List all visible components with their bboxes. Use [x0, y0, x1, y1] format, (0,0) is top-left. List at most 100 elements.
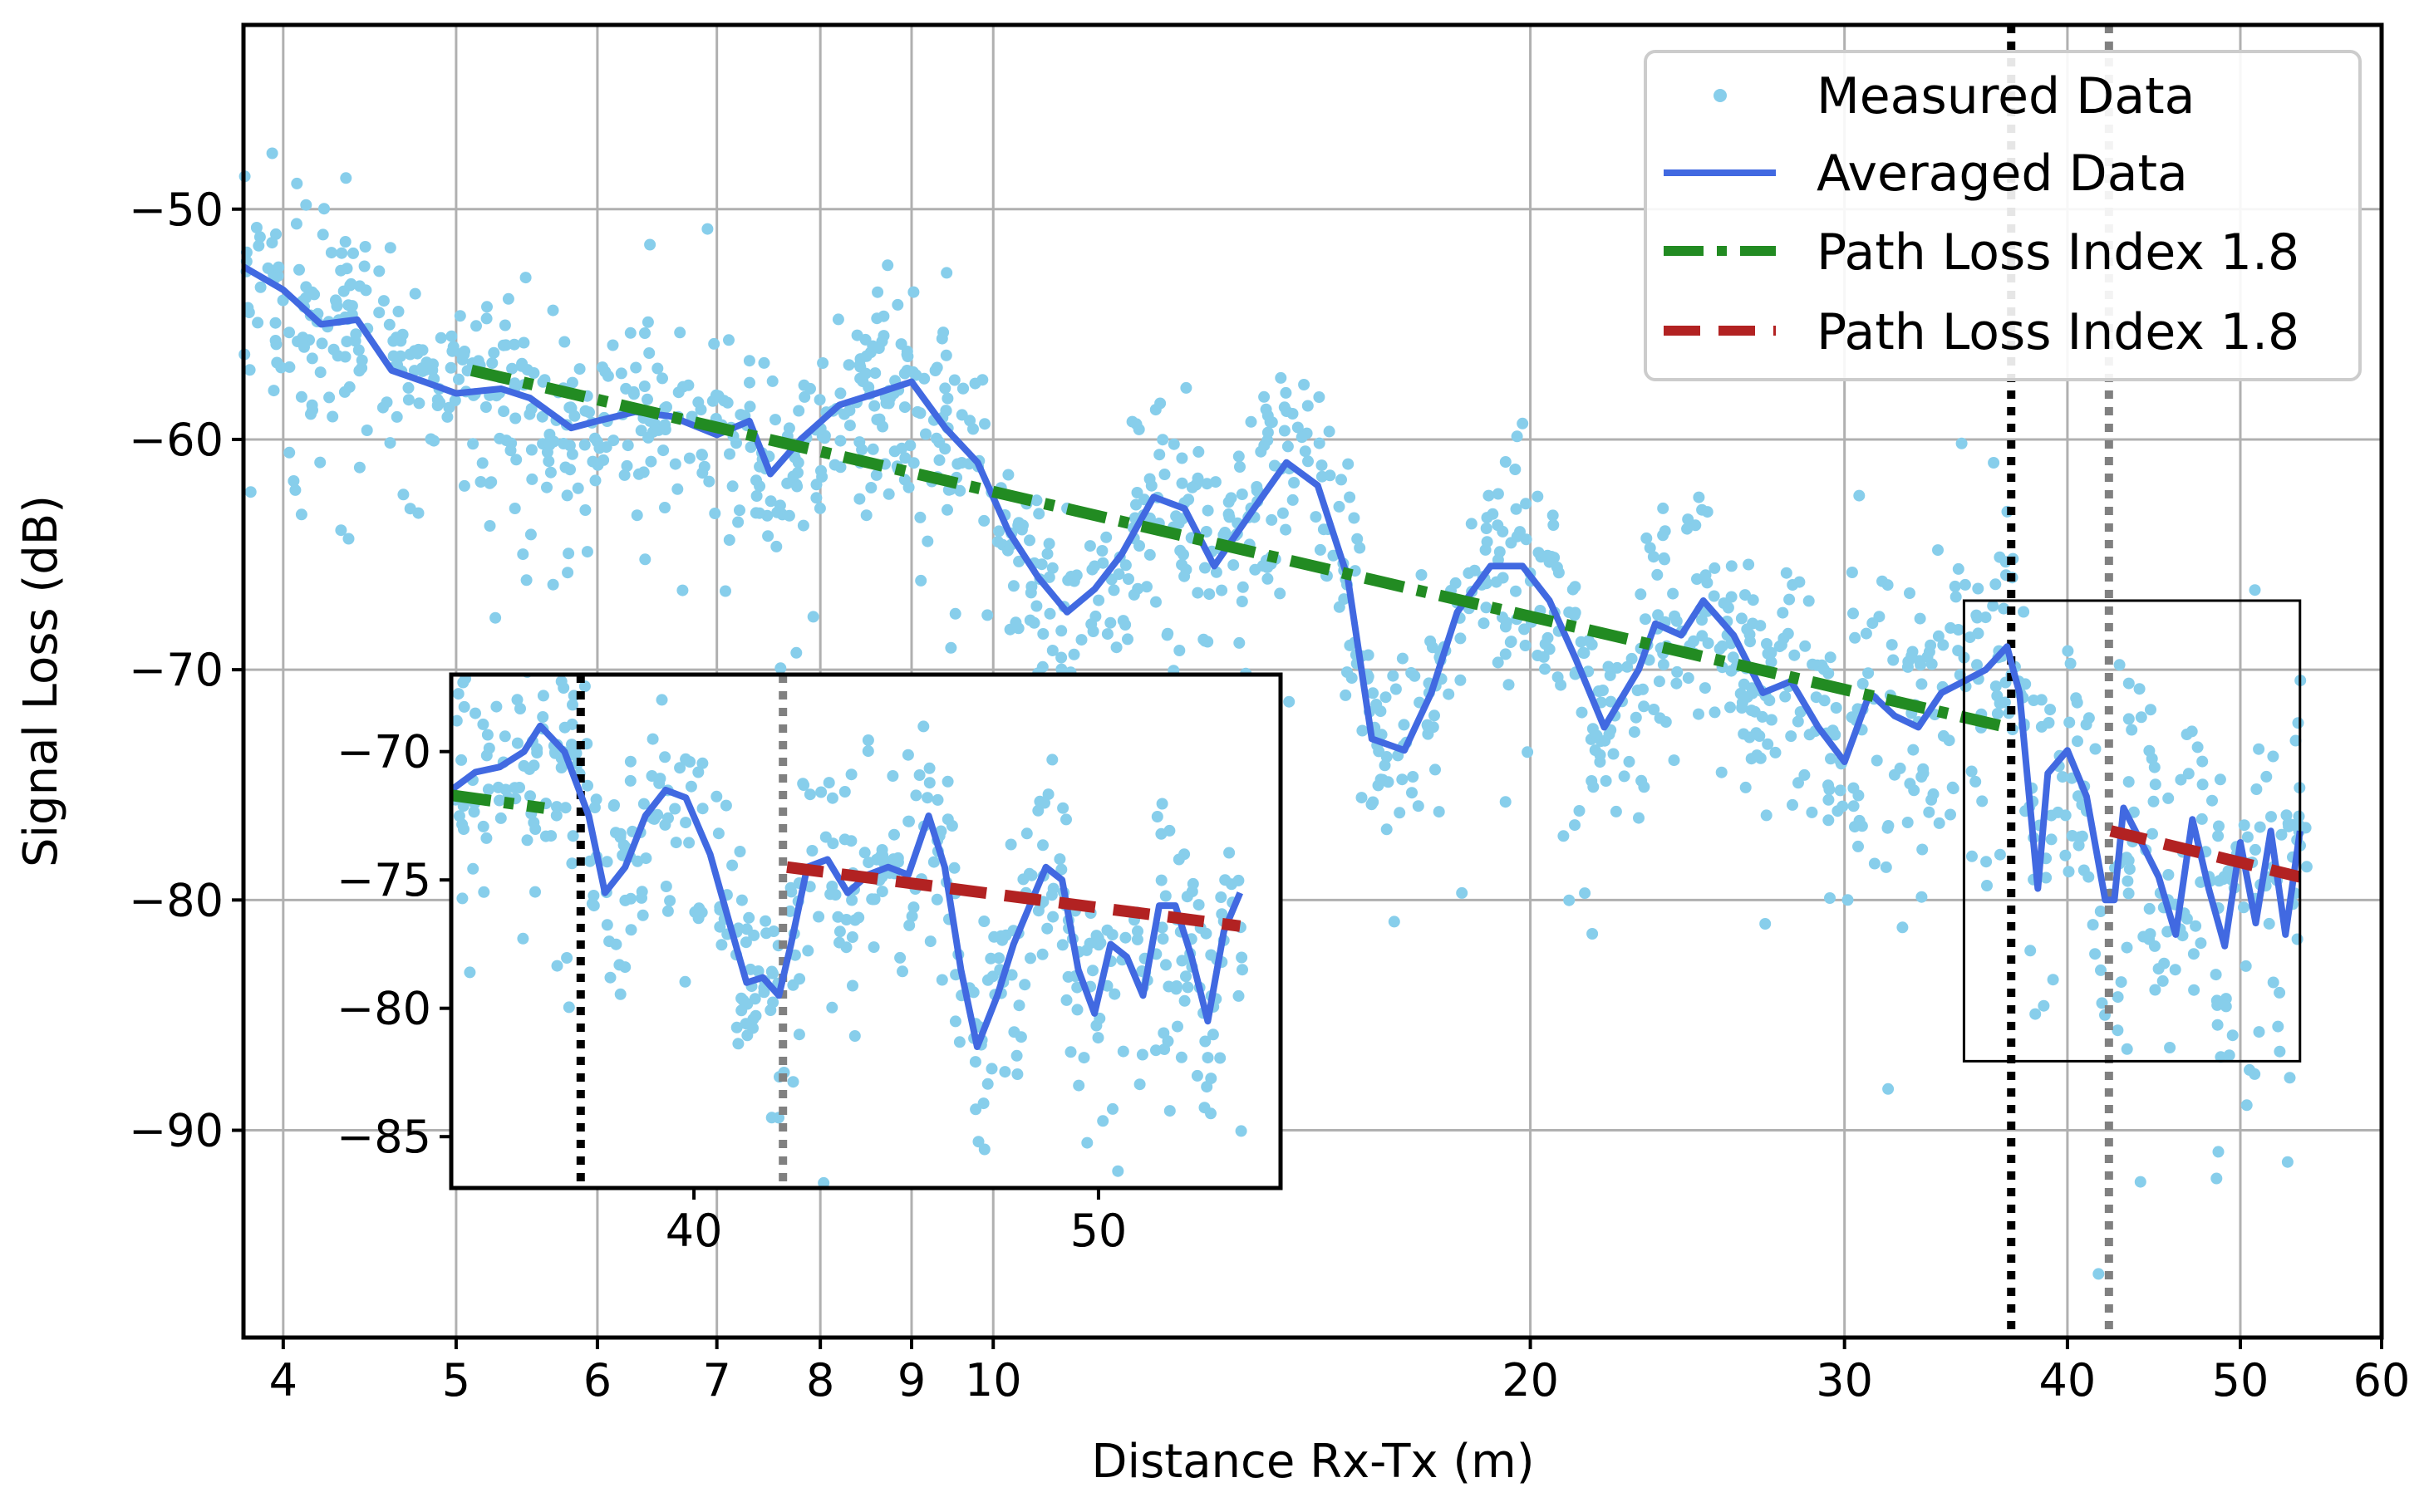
- measured-data-point: [1901, 660, 1914, 673]
- measured-data-point: [1847, 607, 1859, 620]
- measured-data-point: [638, 380, 651, 392]
- measured-data-point: [939, 443, 951, 455]
- measured-data-point: [1761, 638, 1773, 650]
- measured-data-point: [1955, 437, 1968, 449]
- measured-data-point: [1853, 489, 1866, 502]
- measured-data-point: [2024, 945, 2037, 957]
- inset-measured-data-point: [868, 941, 880, 954]
- legend: Measured Data Averaged Data Path Loss In…: [1644, 50, 2362, 381]
- inset-measured-data-point: [710, 790, 723, 803]
- measured-data-point: [834, 387, 847, 400]
- measured-data-point: [1659, 553, 1670, 566]
- measured-data-point: [2156, 974, 2169, 987]
- measured-data-point: [868, 400, 881, 412]
- measured-data-point: [454, 310, 466, 322]
- measured-data-point: [502, 292, 514, 305]
- inset-measured-data-point: [1071, 981, 1084, 994]
- inset-measured-data-point: [848, 1030, 861, 1042]
- measured-data-point: [544, 466, 557, 479]
- measured-data-point: [1607, 748, 1620, 760]
- inset-measured-data-point: [514, 782, 525, 793]
- measured-data-point: [1788, 649, 1801, 661]
- measured-data-point: [929, 365, 942, 376]
- measured-data-point: [867, 443, 879, 455]
- measured-data-point: [1280, 386, 1292, 399]
- measured-data-point: [266, 147, 278, 160]
- inset-measured-data-point: [712, 827, 725, 840]
- measured-data-point: [1314, 543, 1326, 556]
- inset-measured-data-point: [669, 803, 681, 815]
- measured-data-point: [1323, 425, 1335, 438]
- measured-data-point: [1915, 678, 1928, 690]
- measured-data-point: [1480, 601, 1492, 614]
- measured-data-point: [1028, 616, 1040, 629]
- measured-data-point: [2241, 831, 2254, 843]
- inset-measured-data-point: [518, 759, 530, 772]
- measured-data-point: [384, 242, 396, 254]
- measured-data-point: [581, 546, 593, 558]
- inset-measured-data-point: [1163, 1105, 1176, 1117]
- measured-data-point: [832, 313, 844, 326]
- measured-data-point: [508, 338, 520, 351]
- measured-data-point: [1849, 631, 1861, 644]
- inset-measured-data-point: [1131, 933, 1143, 945]
- measured-data-point: [1657, 658, 1669, 670]
- measured-data-point: [2289, 734, 2302, 747]
- measured-data-point: [1605, 695, 1617, 708]
- inset-measured-data-point: [451, 714, 463, 727]
- inset-measured-data-point: [590, 793, 602, 806]
- measured-data-point: [1518, 623, 1531, 636]
- measured-data-point: [2062, 645, 2074, 657]
- measured-data-point: [657, 444, 670, 457]
- inset-measured-data-point: [845, 768, 858, 781]
- measured-data-point: [810, 492, 823, 504]
- measured-data-point: [1532, 547, 1545, 559]
- measured-data-point: [2087, 919, 2099, 931]
- measured-data-point: [1577, 646, 1590, 659]
- measured-data-point: [753, 507, 765, 519]
- inset-measured-data-point: [555, 675, 568, 688]
- measured-data-point: [573, 363, 586, 376]
- measured-data-point: [1765, 655, 1777, 668]
- measured-data-point: [1739, 781, 1752, 793]
- x-axis-title: Distance Rx-Tx (m): [1091, 1435, 1534, 1489]
- inset-frame: [449, 672, 1283, 1190]
- measured-data-point: [1335, 474, 1347, 486]
- measured-data-point: [949, 607, 961, 620]
- inset-measured-data-point: [1078, 1052, 1090, 1064]
- measured-data-point: [1575, 636, 1587, 648]
- measured-data-point: [956, 409, 968, 421]
- inset-measured-data-point: [758, 986, 770, 999]
- x-tick-label: 7: [702, 1354, 730, 1406]
- measured-data-point: [1716, 640, 1728, 652]
- x-tick-label: 20: [1502, 1354, 1559, 1406]
- inset-measured-data-point: [740, 923, 753, 935]
- measured-data-point: [409, 287, 421, 300]
- measured-data-point: [2267, 976, 2279, 989]
- inset-measured-data-point: [531, 743, 543, 755]
- measured-data-point: [2254, 821, 2266, 833]
- inset-measured-data-point: [482, 783, 494, 796]
- measured-data-point: [1834, 784, 1846, 797]
- measured-data-point: [1236, 596, 1248, 607]
- measured-data-point: [1640, 613, 1651, 626]
- measured-data-point: [1753, 730, 1766, 742]
- measured-data-point: [2182, 768, 2195, 780]
- measured-data-point: [1176, 477, 1188, 489]
- inset-measured-data-point: [610, 938, 622, 950]
- measured-data-point: [1033, 508, 1045, 520]
- measured-data-point: [2292, 717, 2304, 729]
- measured-data-point: [504, 444, 517, 457]
- measured-data-point: [339, 236, 352, 248]
- measured-data-point: [2038, 999, 2050, 1012]
- measured-data-point: [1725, 665, 1738, 677]
- inset-measured-data-point: [922, 792, 934, 804]
- inset-measured-data-point: [903, 919, 916, 931]
- measured-data-point: [1787, 798, 1798, 811]
- measured-data-point: [543, 455, 555, 468]
- inset-averaged-line: [451, 722, 1243, 1050]
- measured-data-point: [397, 488, 410, 501]
- measured-data-point: [1044, 607, 1056, 620]
- measured-data-point: [1298, 379, 1310, 390]
- inset-measured-data-point: [559, 802, 572, 814]
